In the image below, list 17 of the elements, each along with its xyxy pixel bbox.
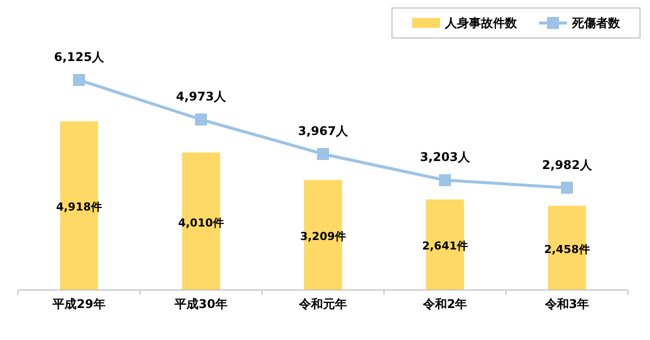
x-tick-label: 令和3年 (544, 297, 590, 311)
x-tick-label: 平成29年 (52, 297, 106, 311)
data-label: 3,203人 (420, 150, 471, 164)
point (73, 74, 85, 86)
x-tick-label: 平成30年 (174, 297, 228, 311)
point (561, 182, 573, 194)
point (317, 148, 329, 160)
data-label: 2,982人 (542, 158, 593, 172)
legend-label: 人身事故件数 (444, 16, 518, 30)
point (195, 113, 207, 126)
data-label: 6,125人 (54, 50, 105, 64)
x-tick-label: 令和2年 (422, 297, 468, 311)
x-tick-label: 令和元年 (298, 297, 347, 311)
point (439, 174, 451, 186)
data-label: 4,973人 (176, 89, 227, 104)
legend-label: 死傷者数 (571, 16, 621, 30)
data-label: 3,967人 (298, 124, 349, 138)
